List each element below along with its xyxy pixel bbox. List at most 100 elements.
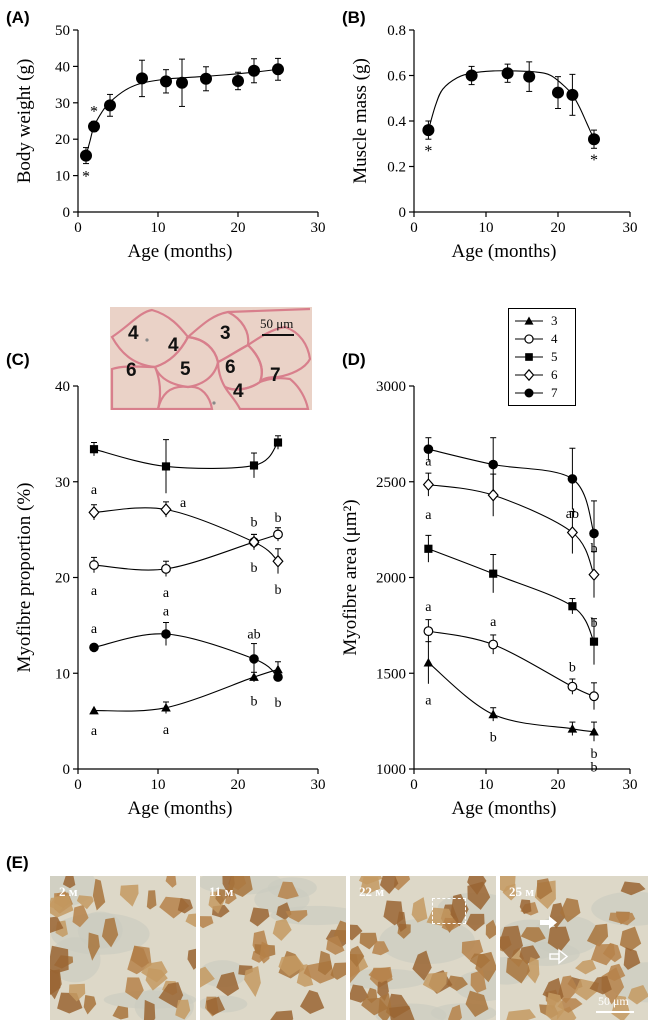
arrows-overlay bbox=[540, 916, 634, 1013]
ihc-stained-fibre bbox=[608, 912, 636, 926]
ihc-stained-fibre bbox=[278, 955, 305, 977]
x-tick-label: 20 bbox=[231, 777, 246, 793]
annotation-label: a bbox=[91, 483, 98, 498]
panel-label-d: (D) bbox=[342, 350, 366, 369]
ihc-stained-fibre bbox=[227, 876, 253, 897]
series-line bbox=[428, 630, 595, 697]
ihc-stained-fibre bbox=[520, 927, 546, 943]
data-point-diamond-open bbox=[422, 478, 434, 492]
data-point-triangle-filled bbox=[567, 723, 578, 733]
ihc-stained-fibre bbox=[611, 995, 630, 1020]
annotation-label: * bbox=[590, 152, 598, 169]
annotation-label: a bbox=[91, 724, 98, 739]
ihc-stained-fibre bbox=[249, 907, 270, 927]
data-point-triangle-filled bbox=[273, 664, 283, 674]
ihc-stained-fibre bbox=[422, 971, 448, 994]
series-line bbox=[93, 668, 279, 712]
chart-myofibre-area: 0 10 20 30 1000 1500 2000 2500 3000 Age (months) M… bbox=[340, 379, 638, 819]
ihc-stained-fibre bbox=[623, 947, 641, 970]
annotation-label: a bbox=[490, 615, 497, 630]
ihc-stained-fibre bbox=[393, 876, 411, 891]
annotation-label: a bbox=[425, 508, 432, 523]
data-point-triangle-filled bbox=[423, 657, 434, 667]
ihc-stained-fibre bbox=[200, 966, 215, 988]
x-tick-label: 0 bbox=[74, 220, 82, 236]
data-point-circle-filled bbox=[249, 654, 259, 664]
data-point-circle-filled bbox=[423, 444, 434, 454]
ihc-stained-fibre bbox=[470, 969, 487, 993]
data-point-diamond-open bbox=[272, 554, 284, 568]
ihc-stained-fibre bbox=[620, 881, 646, 896]
series-line bbox=[93, 507, 279, 562]
annotation-label: * bbox=[90, 103, 98, 120]
data-point-circle-filled bbox=[176, 76, 188, 89]
ihc-stained-fibre bbox=[101, 917, 119, 948]
ihc-stained-fibre bbox=[358, 876, 383, 885]
series-line bbox=[427, 70, 595, 140]
panel-label-b: (B) bbox=[342, 8, 366, 27]
ihc-stained-fibre bbox=[619, 926, 642, 952]
ihc-stained-fibre bbox=[200, 916, 214, 929]
inset-dot-2 bbox=[212, 401, 216, 405]
data-point-circle-filled bbox=[273, 672, 283, 682]
y-tick-label: 30 bbox=[55, 475, 70, 491]
y-axis-label: Myofibre proportion (%) bbox=[14, 483, 35, 673]
x-tick-label: 20 bbox=[551, 777, 566, 793]
y-axis-label: Muscle mass (g) bbox=[350, 58, 371, 184]
data-point-diamond-open bbox=[523, 368, 535, 382]
series-5 bbox=[89, 435, 283, 494]
ihc-stained-fibre bbox=[276, 902, 292, 920]
ihc-stained-fibre bbox=[350, 945, 365, 968]
inset-cell-label: 4 bbox=[168, 335, 179, 356]
ihc-texture bbox=[500, 876, 648, 1020]
x-axis-label: Age (months) bbox=[127, 798, 232, 819]
data-point-circle-filled bbox=[161, 629, 171, 639]
histology-inset-image: 50 μm 4 4 3 6 5 6 7 4 bbox=[110, 307, 312, 410]
ihc-stained-fibre bbox=[50, 895, 74, 918]
data-point-circle-filled bbox=[248, 64, 260, 77]
ihc-stained-fibre bbox=[125, 977, 144, 1001]
ihc-stained-fibre bbox=[519, 899, 532, 915]
ihc-stained-fibre bbox=[177, 898, 193, 914]
inset-cell-label: 3 bbox=[220, 323, 231, 344]
x-axis-label: Age (months) bbox=[451, 798, 556, 819]
data-point-square-filled bbox=[525, 353, 533, 361]
annotation-label: b bbox=[591, 542, 598, 557]
legend-label: 4 bbox=[551, 331, 558, 346]
ihc-stained-fibre bbox=[368, 966, 393, 983]
data-point-circle-open bbox=[423, 626, 434, 637]
annotation-label: a bbox=[425, 600, 432, 615]
panel-label-a: (A) bbox=[6, 8, 30, 27]
ihc-scale-label: 50 μm bbox=[598, 994, 629, 1008]
ihc-stained-fibre bbox=[447, 1004, 462, 1020]
ihc-stained-fibre bbox=[500, 925, 524, 960]
annotation-label: b bbox=[490, 731, 497, 746]
y-tick-label: 40 bbox=[55, 59, 70, 75]
data-point-circle-filled bbox=[567, 474, 578, 484]
data-point-diamond-open bbox=[248, 535, 260, 549]
y-tick-label: 20 bbox=[55, 571, 70, 587]
ihc-stained-fibre bbox=[441, 917, 460, 932]
annotation-label: b bbox=[569, 660, 576, 675]
ihc-stained-fibre bbox=[272, 918, 292, 941]
data-point-diamond-open bbox=[588, 568, 600, 582]
ihc-stained-fibre bbox=[350, 924, 363, 941]
ihc-image-2m: 2 м bbox=[50, 876, 196, 1020]
y-axis-label: Myofibre area (μm²) bbox=[340, 499, 361, 655]
series-7 bbox=[423, 437, 599, 567]
ihc-age-label: 22 м bbox=[359, 884, 385, 899]
inset-cell-label: 4 bbox=[233, 381, 244, 402]
data-point-square-filled bbox=[568, 602, 577, 611]
ihc-stained-fibre bbox=[296, 964, 314, 987]
series-line bbox=[93, 442, 279, 470]
y-tick-label: 1500 bbox=[376, 666, 406, 682]
annotation-label: ab bbox=[566, 507, 579, 522]
annotation-label: b bbox=[251, 561, 258, 576]
y-tick-label: 0.6 bbox=[387, 69, 406, 85]
ihc-stained-fibre bbox=[502, 883, 517, 901]
y-tick-label: 30 bbox=[55, 96, 70, 112]
series-line bbox=[428, 662, 595, 733]
series-3 bbox=[89, 661, 283, 715]
data-point-circle-filled bbox=[200, 72, 212, 85]
inset-cell-label: 4 bbox=[128, 323, 139, 344]
